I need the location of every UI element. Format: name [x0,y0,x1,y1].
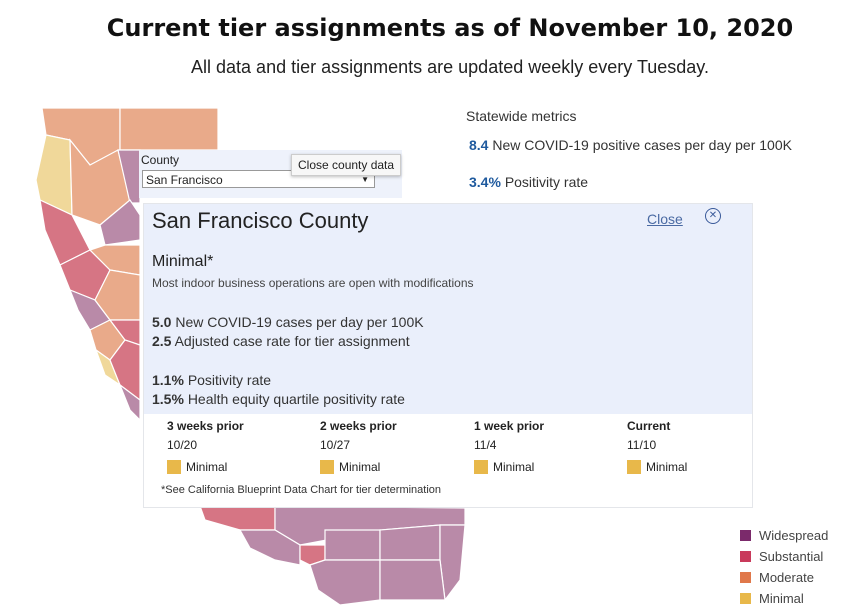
week-tier-label: Minimal [493,460,535,474]
county-metric: 1.1% Positivity rate [152,372,271,388]
county-metric: 2.5 Adjusted case rate for tier assignme… [152,333,410,349]
county-metric: 5.0 New COVID-19 cases per day per 100K [152,314,424,330]
county-detail-panel: San Francisco County Close ✕ Minimal* Mo… [143,203,753,508]
county-shape[interactable] [379,524,441,561]
week-tier: Minimal [320,460,397,474]
metric-label: New COVID-19 cases per day per 100K [175,314,424,330]
history-week: 2 weeks prior 10/27 Minimal [320,419,397,474]
close-link[interactable]: Close [647,211,683,227]
history-week: 1 week prior 11/4 Minimal [474,419,544,474]
history-week: Current 11/10 Minimal [627,419,687,474]
tier-name: Minimal* [152,253,214,270]
legend-swatch [740,530,751,541]
tier-legend: Widespread Substantial Moderate Minimal [740,525,828,609]
metric-label: Positivity rate [187,372,272,388]
legend-label: Moderate [759,570,814,585]
week-label: Current [627,419,671,433]
statewide-cases: 8.4 New COVID-19 positive cases per day … [469,137,792,153]
week-tier: Minimal [167,460,244,474]
county-shape[interactable] [199,505,276,531]
week-date: 10/20 [167,438,198,452]
metric-value: 1.5% [152,391,184,407]
tier-swatch [167,460,181,474]
metric-value: 1.1% [152,372,184,388]
county-shape[interactable] [119,107,219,151]
tier-swatch [627,460,641,474]
week-date: 11/4 [474,438,497,452]
statewide-positivity-value: 3.4% [469,174,501,190]
metric-label: Health equity quartile positivity rate [187,391,405,407]
county-shape[interactable] [109,339,141,402]
metric-value: 2.5 [152,333,172,349]
statewide-heading: Statewide metrics [466,108,577,124]
county-shape[interactable] [117,149,141,204]
metric-label: Adjusted case rate for tier assignment [174,333,410,349]
county-shape[interactable] [309,559,381,606]
page-subtitle: All data and tier assignments are update… [191,57,709,77]
county-label: County [141,153,180,167]
county-name: San Francisco County [152,208,369,233]
statewide-positivity: 3.4% Positivity rate [469,174,792,190]
tier-description: Most indoor business operations are open… [152,276,474,290]
legend-item: Widespread [740,525,828,546]
week-tier: Minimal [474,460,544,474]
close-county-tooltip: Close county data [291,154,402,176]
legend-item: Moderate [740,567,828,588]
county-shape[interactable] [439,524,466,602]
week-tier-label: Minimal [646,460,688,474]
statewide-cases-label: New COVID-19 positive cases per day per … [492,137,792,153]
county-metric: 1.5% Health equity quartile positivity r… [152,391,405,407]
dropdown-arrow-icon[interactable]: ▼ [361,175,369,184]
history-week: 3 weeks prior 10/20 Minimal [167,419,244,474]
county-shape[interactable] [99,199,141,246]
county-shape[interactable] [88,244,141,276]
tier-swatch [320,460,334,474]
county-shape[interactable] [118,383,141,422]
tier-swatch [474,460,488,474]
week-tier-label: Minimal [186,460,228,474]
statewide-positivity-label: Positivity rate [504,174,589,190]
week-tier-label: Minimal [339,460,381,474]
legend-label: Widespread [759,528,829,543]
legend-swatch [740,551,751,562]
page-title: Current tier assignments as of November … [106,14,794,42]
legend-swatch [740,572,751,583]
county-shape[interactable] [238,529,301,566]
week-date: 11/10 [627,438,657,452]
county-summary: San Francisco County Close ✕ Minimal* Mo… [144,204,752,414]
metric-value: 5.0 [152,314,172,330]
statewide-metrics: Statewide metrics 8.4 New COVID-19 posit… [466,108,792,211]
legend-label: Minimal [759,591,804,606]
legend-swatch [740,593,751,604]
week-label: 2 weeks prior [320,419,397,433]
close-circle-icon[interactable]: ✕ [705,208,721,224]
week-tier: Minimal [627,460,687,474]
county-dropdown-value: San Francisco [146,173,223,187]
footnote: *See California Blueprint Data Chart for… [161,484,442,496]
week-label: 1 week prior [474,419,545,433]
legend-item: Substantial [740,546,828,567]
county-shape[interactable] [379,559,446,601]
statewide-cases-value: 8.4 [469,137,489,153]
county-shape[interactable] [324,529,381,561]
week-date: 10/27 [320,438,351,452]
legend-item: Minimal [740,588,828,609]
week-label: 3 weeks prior [167,419,244,433]
legend-label: Substantial [759,549,824,564]
